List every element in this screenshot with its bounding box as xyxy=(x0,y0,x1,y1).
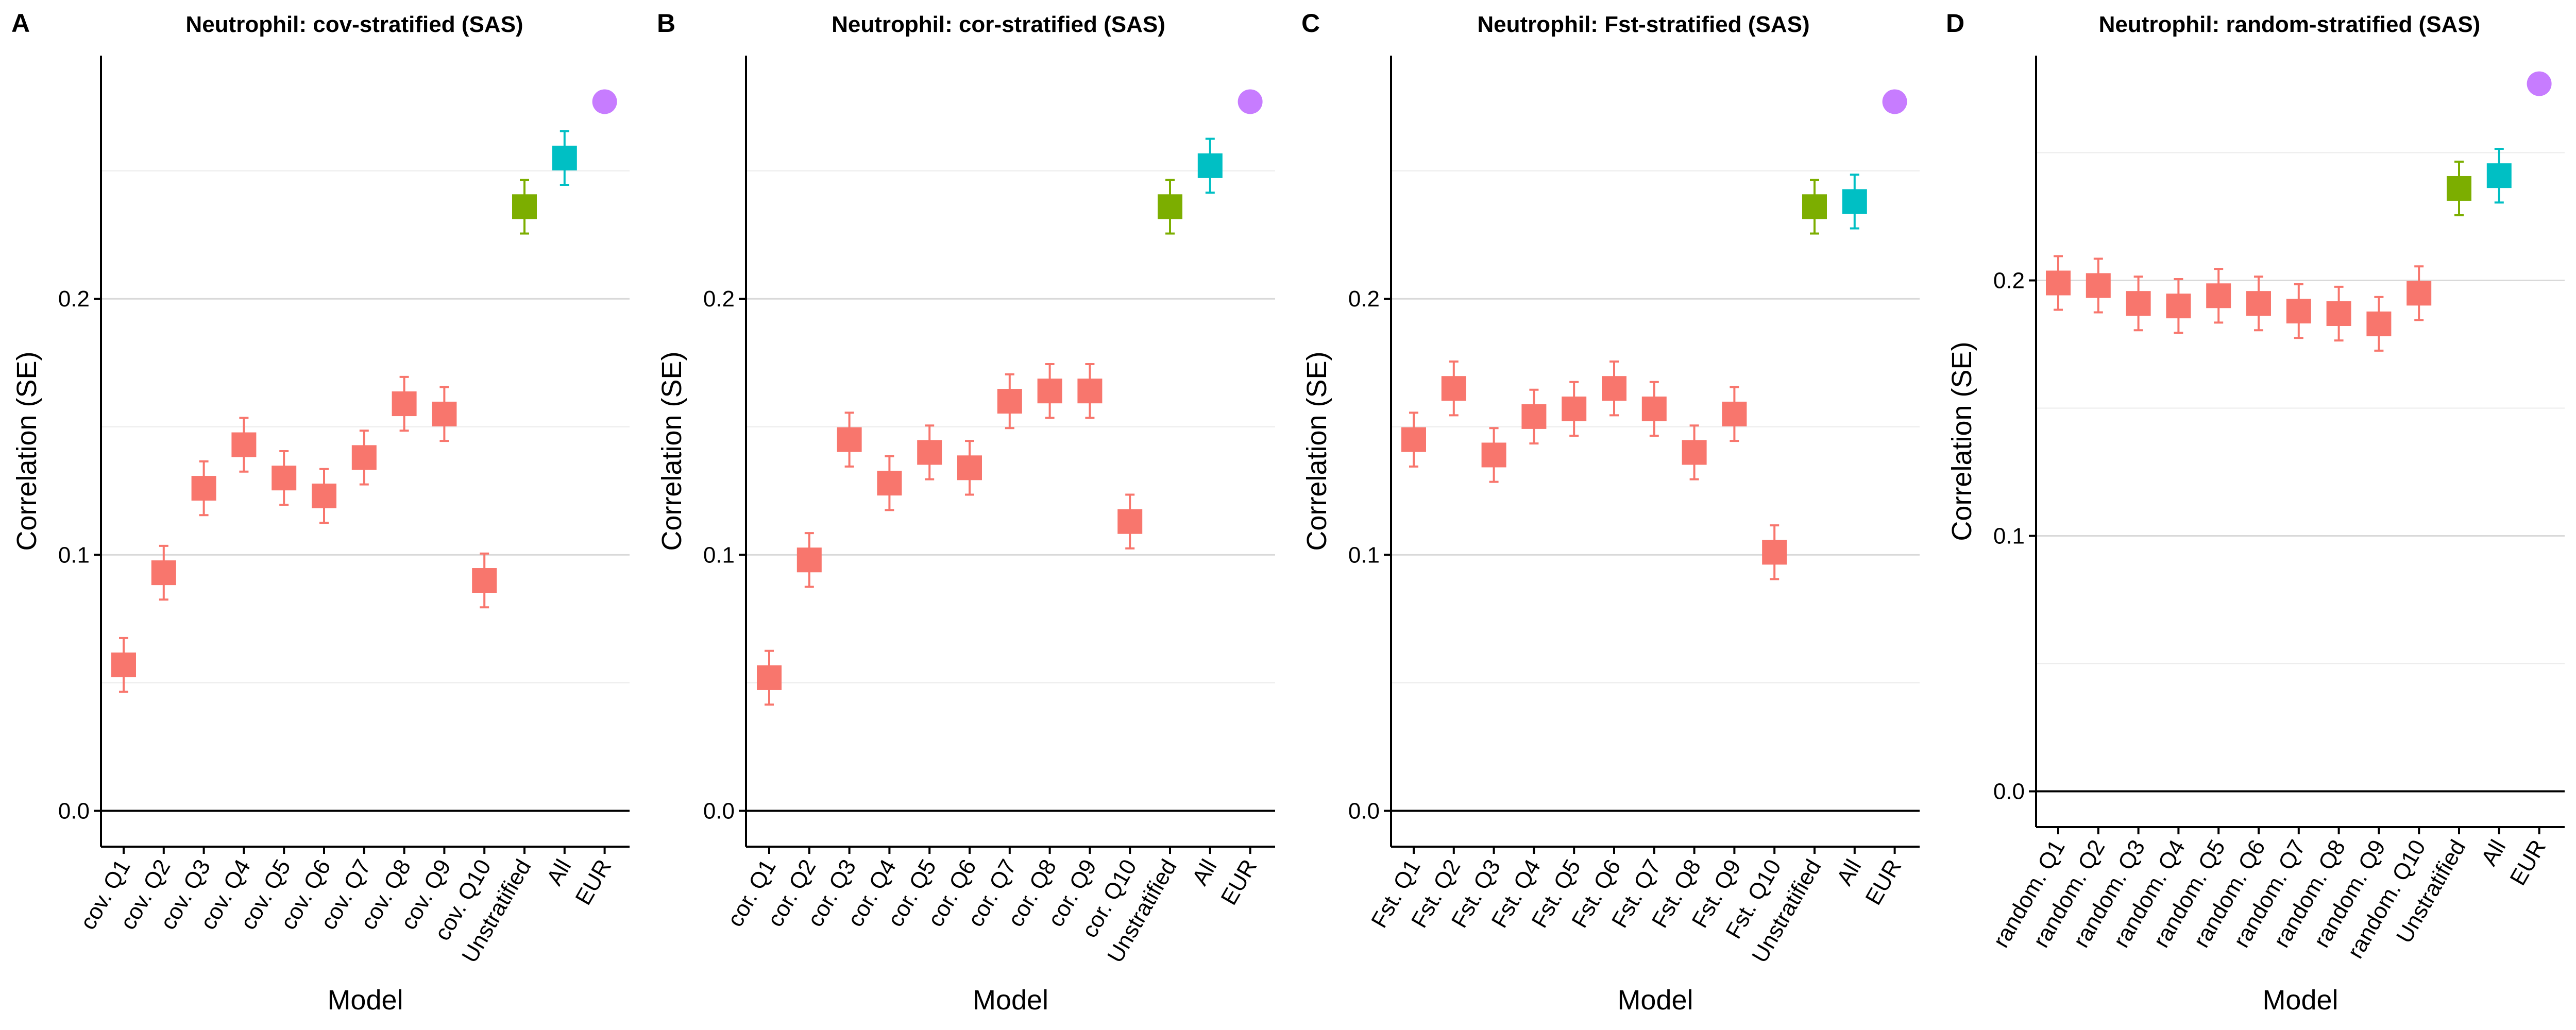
x-axis-title: Model xyxy=(2262,985,2338,1016)
data-point-stratified xyxy=(1117,509,1143,534)
y-tick-label: 0.1 xyxy=(1993,524,2025,549)
chart-panel-b: B Neutrophil: cor-stratified (SAS) 0.0 0.1 0… xyxy=(656,9,1275,1016)
x-tick-label: All xyxy=(2477,836,2511,870)
data-point-stratified xyxy=(2206,283,2231,308)
data-point-stratified xyxy=(392,391,417,417)
x-axis-title: Model xyxy=(1617,985,1693,1016)
data-point-stratified xyxy=(2126,291,2151,316)
y-tick-label: 0.2 xyxy=(1348,286,1380,312)
y-axis-title: Correlation (SE) xyxy=(1946,341,1977,541)
x-tick-label: EUR xyxy=(1216,855,1262,909)
panel-title: Neutrophil: Fst-stratified (SAS) xyxy=(1477,12,1809,37)
data-point-stratified xyxy=(1762,540,1787,565)
data-point-stratified xyxy=(1722,401,1747,426)
data-point-all xyxy=(2486,163,2512,188)
x-axis-title: Model xyxy=(327,985,403,1016)
data-point-unstratified xyxy=(2447,176,2471,201)
panel-title: Neutrophil: random-stratified (SAS) xyxy=(2099,12,2481,37)
data-point-stratified xyxy=(877,471,902,496)
y-tick-label: 0.0 xyxy=(58,798,90,823)
x-tick-label: All xyxy=(542,855,577,890)
panel-title: Neutrophil: cov-stratified (SAS) xyxy=(185,12,523,37)
y-tick-label: 0.0 xyxy=(1348,798,1380,823)
data-point-unstratified xyxy=(512,194,537,219)
data-point-stratified xyxy=(2326,301,2351,326)
data-point-unstratified xyxy=(1158,194,1182,219)
data-point-stratified xyxy=(957,455,982,480)
data-point-eur xyxy=(1882,89,1907,114)
y-axis-title: Correlation (SE) xyxy=(1301,351,1332,551)
data-point-stratified xyxy=(272,466,297,491)
data-point-stratified xyxy=(1602,376,1626,401)
x-tick-label: All xyxy=(1188,855,1222,890)
y-tick-label: 0.1 xyxy=(58,542,90,568)
data-point-stratified xyxy=(1481,442,1506,468)
x-tick-label: EUR xyxy=(1860,855,1906,909)
data-point-stratified xyxy=(1077,379,1103,404)
data-point-stratified xyxy=(1441,376,1466,401)
data-point-stratified xyxy=(2366,311,2392,336)
data-point-stratified xyxy=(151,560,176,586)
chart-panel-c: C Neutrophil: Fst-stratified (SAS) 0.0 0.1 0… xyxy=(1301,9,1920,1016)
data-point-stratified xyxy=(2086,273,2111,298)
chart-panel-d: D Neutrophil: random-stratified (SAS) 0.0 0… xyxy=(1946,9,2565,1016)
y-tick-label: 0.2 xyxy=(703,286,735,312)
data-point-stratified xyxy=(1521,404,1547,429)
data-point-eur xyxy=(1238,89,1263,114)
y-tick-label: 0.2 xyxy=(58,286,90,312)
panel-title: Neutrophil: cor-stratified (SAS) xyxy=(832,12,1165,37)
data-point-stratified xyxy=(472,568,497,593)
panel-letter: A xyxy=(11,9,30,38)
data-point-stratified xyxy=(1682,440,1707,465)
data-point-stratified xyxy=(1037,379,1062,404)
data-point-stratified xyxy=(231,432,257,457)
y-axis-title: Correlation (SE) xyxy=(656,351,687,551)
y-tick-label: 0.0 xyxy=(703,798,735,823)
data-point-stratified xyxy=(1401,427,1426,452)
y-tick-label: 0.0 xyxy=(1993,779,2025,804)
data-point-unstratified xyxy=(1802,194,1827,219)
data-point-eur xyxy=(592,89,617,114)
y-axis-title: Correlation (SE) xyxy=(11,351,42,551)
panel-letter: C xyxy=(1301,9,1320,38)
x-tick-label: EUR xyxy=(570,855,616,909)
data-point-stratified xyxy=(312,483,336,508)
data-point-stratified xyxy=(796,547,822,573)
data-point-stratified xyxy=(917,440,942,465)
data-point-stratified xyxy=(2406,281,2432,306)
data-point-all xyxy=(1197,153,1223,178)
x-axis-title: Model xyxy=(973,985,1048,1016)
data-point-stratified xyxy=(837,427,862,452)
data-point-stratified xyxy=(351,445,377,470)
panel-letter: D xyxy=(1946,9,1964,38)
data-point-stratified xyxy=(2246,291,2271,316)
data-point-stratified xyxy=(191,476,216,501)
x-tick-label: All xyxy=(1832,855,1867,890)
data-point-stratified xyxy=(111,653,136,678)
y-tick-label: 0.2 xyxy=(1993,268,2025,294)
data-point-stratified xyxy=(1641,396,1667,421)
data-point-stratified xyxy=(432,401,457,426)
y-tick-label: 0.1 xyxy=(703,542,735,568)
data-point-eur xyxy=(2527,71,2552,96)
data-point-stratified xyxy=(997,389,1022,414)
panel-letter: B xyxy=(657,9,675,38)
data-point-all xyxy=(552,145,577,170)
chart-panel-a: A Neutrophil: cov-stratified (SAS) 0.0 0.1 0… xyxy=(11,9,630,1016)
data-point-stratified xyxy=(2286,299,2311,324)
data-point-stratified xyxy=(2166,294,2191,319)
data-point-stratified xyxy=(1562,396,1587,421)
data-point-stratified xyxy=(2046,270,2071,296)
data-point-all xyxy=(1842,189,1867,214)
y-tick-label: 0.1 xyxy=(1348,542,1380,568)
data-point-stratified xyxy=(757,665,782,690)
x-tick-label: EUR xyxy=(2505,836,2551,890)
